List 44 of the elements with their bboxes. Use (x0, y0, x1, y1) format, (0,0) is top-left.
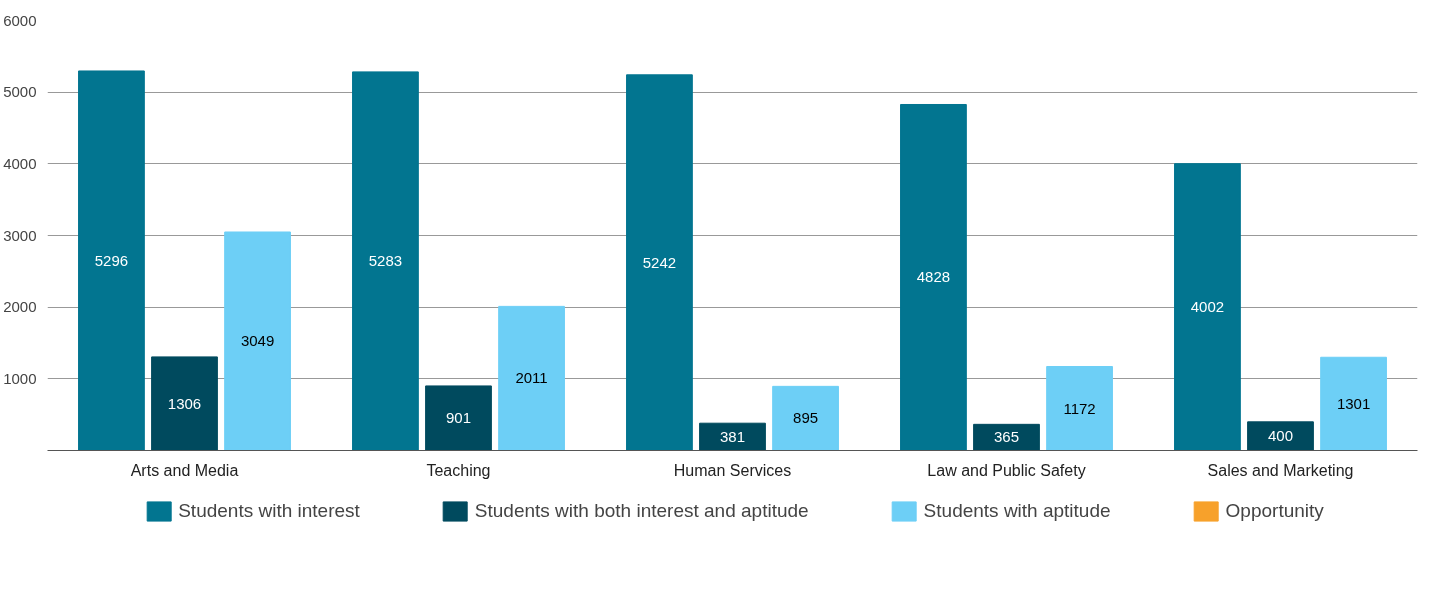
y-tick-label: 1000 (3, 369, 37, 387)
bar (352, 71, 419, 451)
legend-label: Students with interest (178, 499, 360, 523)
data-label: 901 (445, 409, 472, 427)
data-label: 365 (993, 428, 1020, 446)
data-label: 381 (719, 427, 746, 445)
data-label: 5296 (94, 251, 129, 269)
bar (1174, 163, 1241, 451)
data-label: 4002 (1190, 298, 1225, 316)
x-tick-label: Sales and Marketing (1207, 461, 1354, 479)
bar (900, 103, 967, 451)
bar (772, 385, 839, 451)
data-label: 895 (793, 409, 819, 427)
bar (1046, 366, 1113, 451)
y-tick-label: 4000 (3, 154, 37, 172)
data-label: 1301 (1336, 394, 1371, 412)
bar (626, 74, 693, 451)
y-tick-label: 6000 (3, 11, 37, 29)
x-tick-label: Arts and Media (130, 461, 239, 479)
bar (151, 356, 218, 451)
data-label: 5242 (642, 253, 677, 271)
data-label: 1306 (167, 394, 202, 412)
legend-label: Students with aptitude (923, 499, 1111, 523)
data-label: 1172 (1063, 399, 1096, 417)
data-label: 5283 (368, 252, 403, 270)
legend-label: Opportunity (1225, 499, 1324, 523)
y-tick-label: 5000 (3, 83, 37, 101)
x-tick-label: Law and Public Safety (927, 461, 1086, 479)
bar (78, 70, 145, 451)
data-label: 400 (1267, 427, 1294, 445)
x-tick-label: Teaching (426, 461, 491, 479)
bar (425, 385, 492, 451)
legend-label: Students with both interest and aptitude (474, 499, 809, 523)
x-tick-label: Human Services (673, 461, 792, 479)
data-label: 3049 (240, 332, 275, 350)
bar (699, 422, 766, 451)
bar (1320, 356, 1387, 451)
data-label: 4828 (916, 268, 951, 286)
bar (1247, 421, 1314, 451)
bar (498, 305, 565, 451)
data-label: 2011 (515, 369, 548, 387)
y-tick-label: 2000 (3, 298, 37, 316)
bar (224, 231, 291, 451)
y-tick-label: 3000 (3, 226, 37, 244)
